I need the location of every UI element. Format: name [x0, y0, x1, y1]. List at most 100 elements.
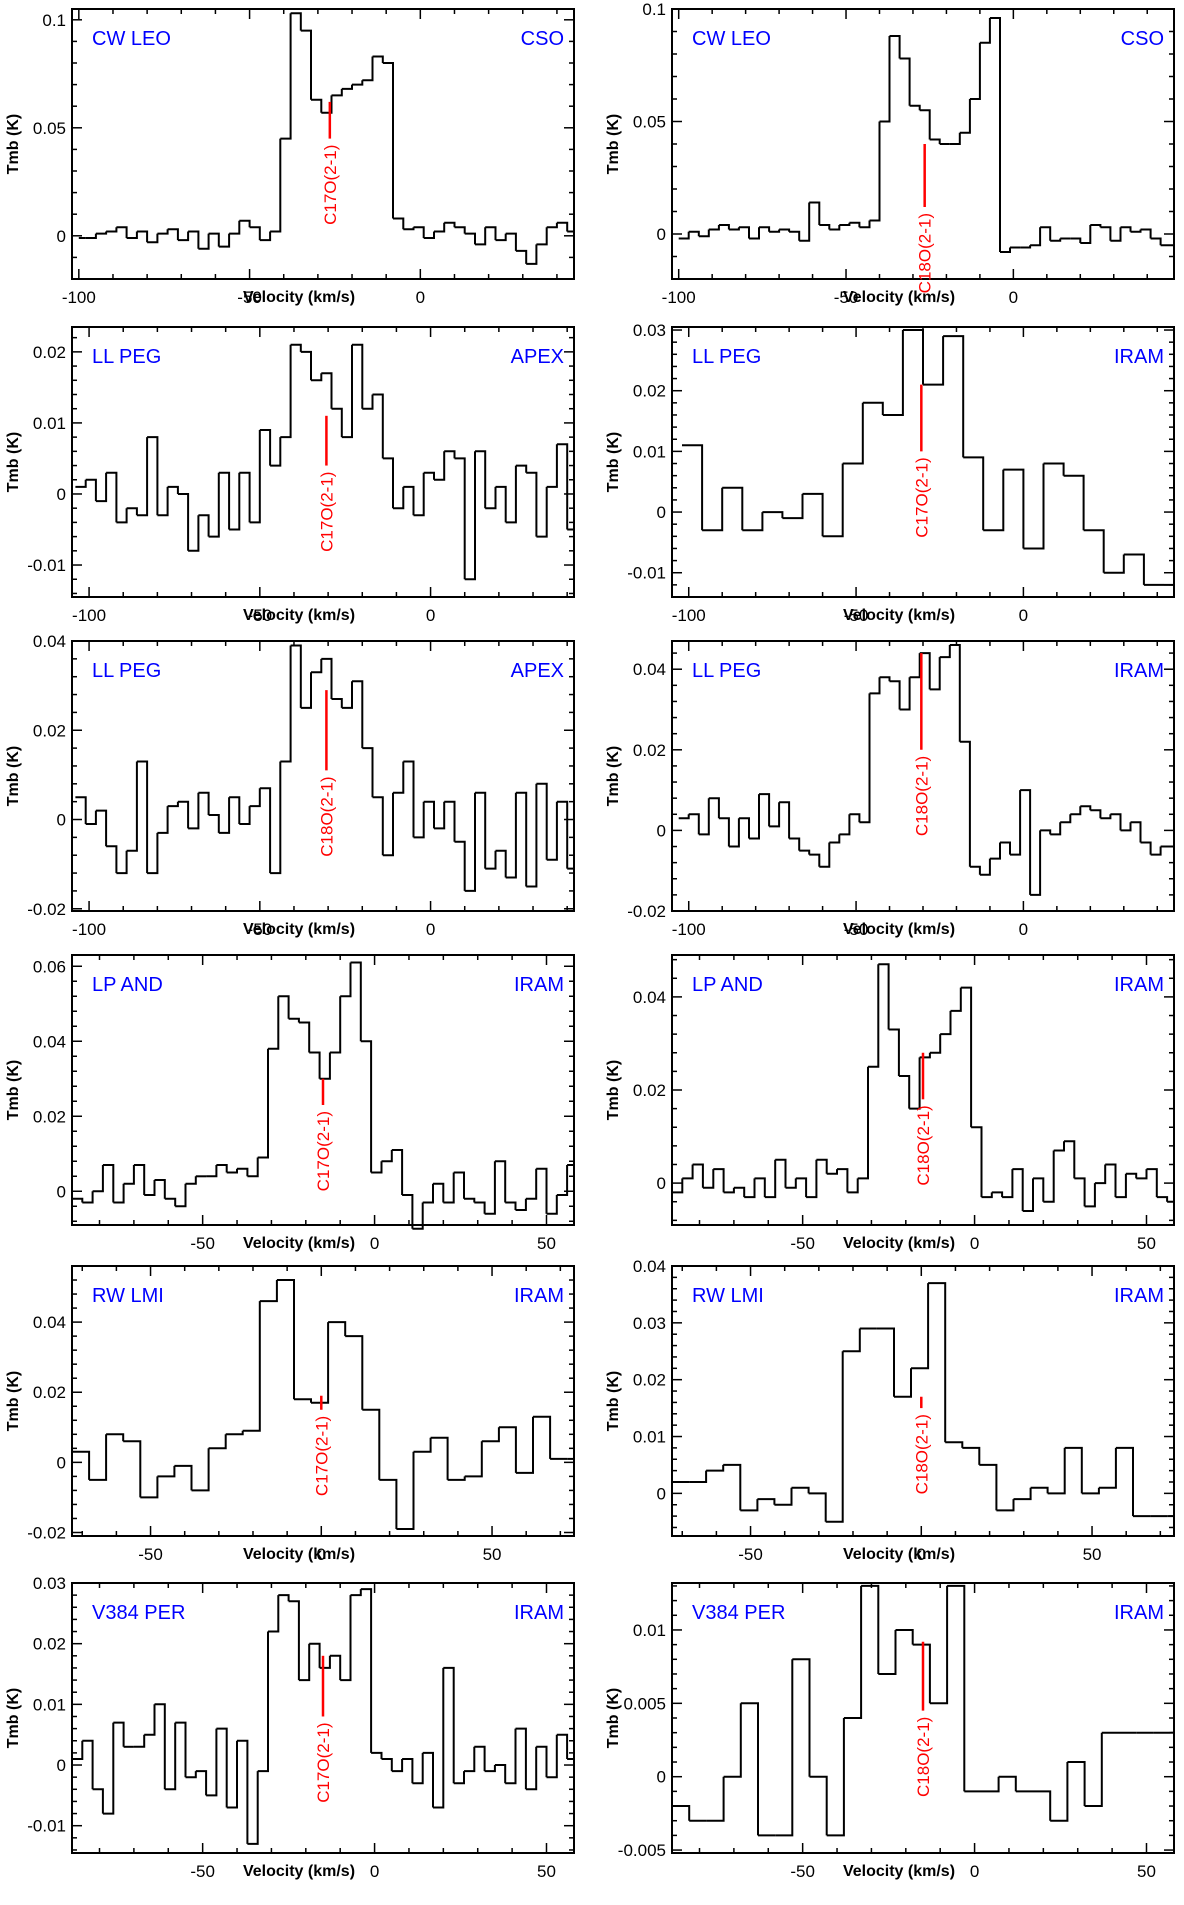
x-tick-label: 50 — [1137, 1862, 1156, 1881]
x-tick-label: 0 — [970, 1234, 979, 1253]
spectrum-channel — [116, 850, 128, 875]
spectrum-channel — [319, 1052, 331, 1080]
x-tick-label: 50 — [1083, 1545, 1102, 1564]
spectrum-channel — [556, 1165, 569, 1196]
y-tick-label: 0.1 — [642, 0, 666, 19]
spectrum-channel — [352, 680, 364, 749]
spectrum-channel — [382, 792, 394, 857]
panel-9: -50 0 50 -0.02 0 0.02 0.04 Velocity (km/s) Tmb (… — [5, 1265, 575, 1564]
spectrum-channel — [929, 1034, 942, 1054]
spectrum-channel — [144, 1704, 156, 1736]
spectrum-channel — [869, 121, 881, 222]
y-tick-label: -0.01 — [27, 1817, 66, 1836]
spectrum-channel — [969, 865, 981, 875]
spectrum-channel — [1020, 789, 1032, 895]
spectrum-channel — [799, 849, 811, 855]
spectrum-channel — [1094, 1164, 1107, 1185]
spectrum-channel — [464, 1197, 476, 1203]
spectrum-channel — [288, 1017, 300, 1023]
spectrum-channel — [75, 796, 87, 824]
spectrum-channel — [689, 1470, 708, 1483]
spectrum-channel — [819, 842, 831, 868]
spectrum-channel — [740, 1499, 759, 1512]
spectrum-channel — [1110, 227, 1122, 242]
spectrum-channel — [95, 472, 108, 503]
spectrum-channel — [402, 1758, 414, 1784]
y-tick-label: 0 — [57, 1182, 66, 1201]
y-tick-label: 0.02 — [633, 1371, 666, 1390]
y-tick-label: 0.02 — [33, 1383, 66, 1402]
spectrum-channel — [485, 486, 497, 510]
spectrum-channel — [533, 1415, 552, 1459]
spectrum-channel — [1040, 829, 1052, 835]
spectrum-channel — [809, 201, 821, 225]
spectrum-channel — [1100, 226, 1112, 241]
spectrum-channel — [678, 231, 690, 240]
spectrum-channel — [276, 1279, 295, 1400]
spectrum-channel — [268, 1595, 280, 1633]
spectrum-channel — [175, 1183, 187, 1208]
spectrum-channel — [340, 1595, 352, 1682]
y-tick-label: -0.02 — [27, 900, 66, 919]
spectrum-channel — [505, 1201, 517, 1210]
spectrum-channel — [1083, 529, 1105, 573]
spectrum-channel — [769, 229, 781, 233]
spectrum-channel — [722, 486, 744, 531]
y-tick-label: 0.02 — [633, 1081, 666, 1100]
spectrum-channel — [447, 1476, 466, 1481]
source-label: LP AND — [692, 974, 763, 996]
telescope-label: IRAM — [1114, 346, 1164, 368]
spectrum-channel — [526, 471, 538, 537]
spectrum-channel — [270, 437, 282, 467]
spectrum-channel — [849, 813, 861, 823]
x-tick-label: 0 — [970, 1862, 979, 1881]
spectrum-channel — [792, 1658, 811, 1777]
spectrum-channel — [82, 1191, 94, 1204]
spectrum-channel — [1002, 1169, 1014, 1199]
y-tick-label: 0.04 — [33, 1313, 66, 1332]
spectrum-channel — [126, 761, 138, 852]
spectrum-channel — [474, 1745, 486, 1772]
spectrum-channel — [1023, 463, 1045, 550]
spectrum-channel — [698, 229, 710, 238]
y-tick-label: 0 — [57, 485, 66, 504]
spectrum-channel — [546, 1195, 558, 1215]
y-tick-label: 0.05 — [33, 119, 66, 138]
spectrum-channel — [188, 230, 200, 249]
spectrum-channel — [249, 226, 261, 241]
spectrum-channel — [718, 817, 730, 847]
spectrum-channel — [923, 336, 945, 386]
spectrum-channel — [515, 1727, 527, 1790]
spectrum-channel — [362, 1408, 381, 1480]
spectrum-channel — [270, 138, 282, 233]
spectrum-channel — [779, 801, 791, 839]
spectrum-channel — [536, 782, 548, 860]
spectrum-channel — [239, 219, 251, 228]
x-tick-label: -50 — [738, 1545, 763, 1564]
spectrum-channel — [1003, 468, 1025, 549]
spectrum-channel — [1130, 229, 1142, 233]
spectrum-channel — [328, 1321, 347, 1337]
spectrum-channel — [92, 1165, 104, 1193]
spectrum-channel — [290, 644, 302, 708]
spectrum-channel — [444, 800, 456, 842]
spectrum-channel — [329, 996, 342, 1054]
spectrum-channel — [106, 845, 118, 874]
spectrum-channel — [157, 229, 169, 235]
spectrum-channel — [257, 1048, 269, 1159]
spectrum-channel — [382, 62, 394, 219]
spectrum-channel — [188, 792, 200, 830]
x-tick-label: -100 — [672, 920, 706, 939]
x-axis-label: Velocity (km/s) — [243, 1235, 355, 1252]
spectrum-channel — [239, 806, 251, 825]
spectrum-channel — [1064, 1140, 1076, 1179]
spectrum-channel — [878, 1630, 897, 1675]
spectrum-channel — [969, 42, 981, 100]
x-axis-label: Velocity (km/s) — [843, 1546, 955, 1563]
spectrum-channel — [393, 486, 405, 510]
spectrum-channel — [779, 228, 791, 232]
spectrum-channel — [422, 1751, 434, 1808]
spectrum-channel — [536, 1745, 548, 1778]
spectrum-channel — [757, 1498, 776, 1505]
y-tick-label: 0 — [657, 1174, 666, 1193]
